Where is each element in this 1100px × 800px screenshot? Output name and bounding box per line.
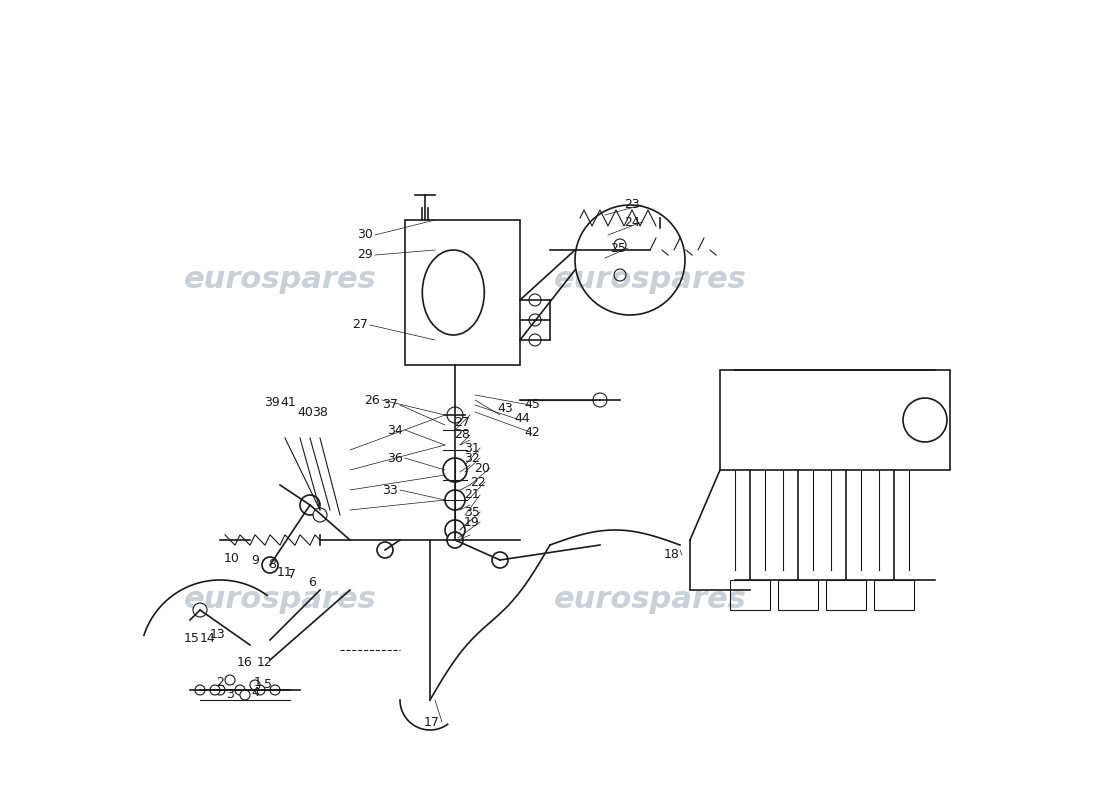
Text: 19: 19	[464, 515, 480, 529]
Text: 17: 17	[425, 715, 440, 729]
Text: 36: 36	[387, 451, 403, 465]
Circle shape	[314, 508, 327, 522]
Text: 8: 8	[268, 558, 276, 571]
Bar	[778, 580, 818, 610]
Circle shape	[447, 532, 463, 548]
Text: 26: 26	[364, 394, 380, 406]
Text: 4: 4	[251, 686, 258, 698]
Text: 28: 28	[454, 429, 470, 442]
Text: 31: 31	[464, 442, 480, 454]
Circle shape	[214, 685, 225, 695]
Circle shape	[192, 603, 207, 617]
Text: 20: 20	[474, 462, 490, 474]
Circle shape	[270, 685, 280, 695]
Text: 16: 16	[238, 655, 253, 669]
Text: 41: 41	[280, 395, 296, 409]
Text: 32: 32	[464, 451, 480, 465]
Circle shape	[255, 685, 265, 695]
Circle shape	[226, 675, 235, 685]
Text: 27: 27	[454, 415, 470, 429]
Circle shape	[377, 542, 393, 558]
Text: 39: 39	[264, 395, 279, 409]
Text: 10: 10	[224, 551, 240, 565]
Text: 13: 13	[210, 629, 225, 642]
Text: 24: 24	[624, 215, 640, 229]
Text: 12: 12	[257, 655, 273, 669]
Text: 9: 9	[251, 554, 258, 566]
Text: 3: 3	[227, 689, 234, 702]
Circle shape	[446, 520, 465, 540]
Text: 34: 34	[387, 423, 403, 437]
Text: 11: 11	[277, 566, 293, 578]
Bar	[405, 220, 520, 365]
Text: 37: 37	[382, 398, 398, 411]
Text: 18: 18	[664, 549, 680, 562]
Text: 35: 35	[464, 506, 480, 518]
Text: 40: 40	[297, 406, 312, 418]
Text: 21: 21	[464, 489, 480, 502]
Text: 42: 42	[524, 426, 540, 438]
Text: 44: 44	[514, 411, 530, 425]
Circle shape	[250, 680, 260, 690]
Bar	[874, 580, 914, 610]
Text: 29: 29	[358, 249, 373, 262]
Circle shape	[593, 393, 607, 407]
Text: 6: 6	[308, 575, 316, 589]
Text: 2: 2	[216, 675, 224, 689]
Circle shape	[210, 685, 220, 695]
Text: 15: 15	[184, 631, 200, 645]
Bar	[730, 580, 770, 610]
Circle shape	[300, 495, 320, 515]
Text: eurospares: eurospares	[184, 266, 376, 294]
Text: 7: 7	[288, 569, 296, 582]
Text: eurospares: eurospares	[184, 586, 376, 614]
Text: 30: 30	[358, 229, 373, 242]
Circle shape	[492, 552, 508, 568]
Text: 14: 14	[200, 631, 216, 645]
Text: 25: 25	[610, 242, 626, 254]
Circle shape	[235, 685, 245, 695]
Circle shape	[240, 690, 250, 700]
Bar	[720, 370, 950, 470]
Circle shape	[447, 407, 463, 423]
Text: 5: 5	[264, 678, 272, 691]
Circle shape	[195, 685, 205, 695]
Text: 1: 1	[254, 675, 262, 689]
Text: 43: 43	[497, 402, 513, 414]
Text: 27: 27	[352, 318, 367, 331]
Bar	[826, 580, 866, 610]
Circle shape	[262, 557, 278, 573]
Text: 45: 45	[524, 398, 540, 411]
Text: 33: 33	[382, 483, 398, 497]
Text: 23: 23	[624, 198, 640, 211]
Text: 38: 38	[312, 406, 328, 418]
Text: eurospares: eurospares	[553, 266, 747, 294]
Text: 22: 22	[470, 475, 486, 489]
Text: eurospares: eurospares	[553, 586, 747, 614]
